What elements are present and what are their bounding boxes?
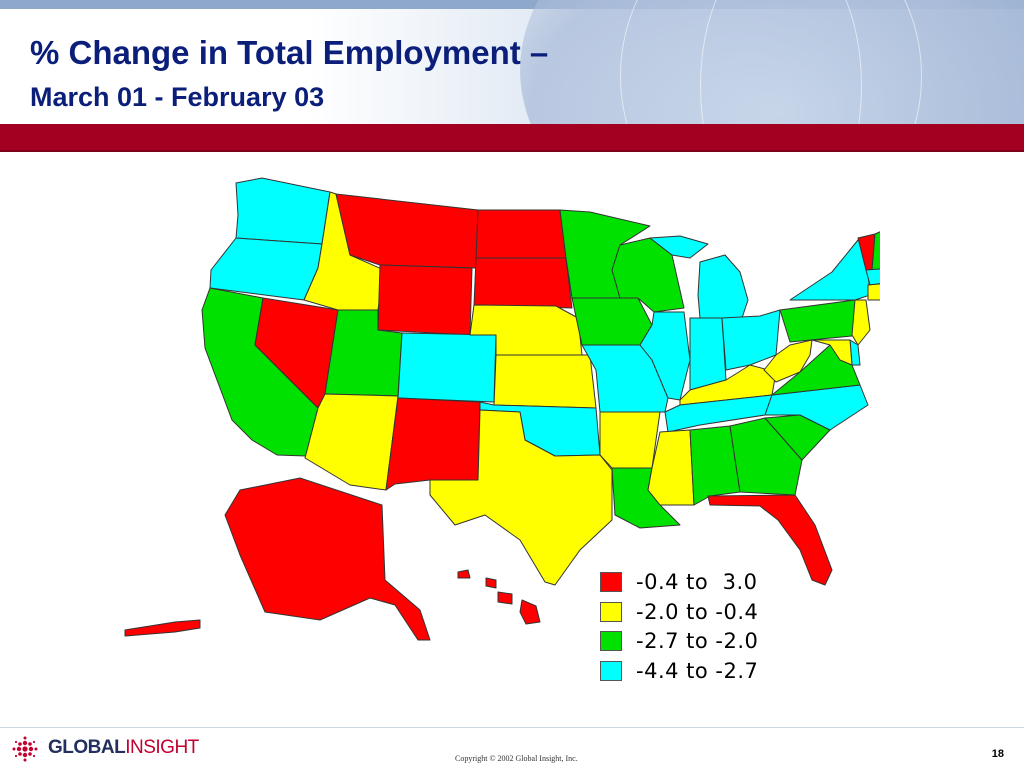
state-ny (789, 239, 871, 301)
state-sd (473, 257, 573, 309)
state-az (304, 393, 399, 491)
us-map (120, 172, 935, 642)
state-ga (729, 417, 803, 496)
header-accent-band (0, 124, 1024, 150)
global-insight-logo: GLOBALINSIGHT (8, 734, 228, 764)
legend-label: -4.4 to -2.7 (636, 658, 759, 683)
state-ct (867, 282, 891, 301)
state-ak-islands (124, 619, 201, 637)
legend-swatch (600, 660, 622, 681)
state-pa (779, 299, 863, 343)
state-wa (235, 177, 331, 245)
state-fl (707, 494, 833, 586)
state-in (689, 317, 727, 391)
state-hi-maui (497, 591, 513, 605)
state-wy (377, 264, 473, 336)
copyright-text: Copyright © 2002 Global Insight, Inc. (455, 754, 578, 763)
state-mi-upper (649, 235, 709, 259)
legend-swatch (600, 601, 622, 622)
state-nm (385, 397, 481, 491)
page-subtitle: March 01 - February 03 (30, 82, 325, 112)
state-hi-big (519, 599, 541, 625)
logo-text-thin: INSIGHT (125, 737, 199, 758)
state-md (811, 339, 853, 366)
state-co (397, 332, 497, 403)
legend-swatch (600, 631, 622, 651)
globe-meridian (700, 0, 862, 124)
legend-label: -2.7 to -2.0 (636, 629, 759, 653)
header-background: % Change in Total Employment – March 01 … (0, 0, 1024, 124)
page-number: 18 (991, 748, 1004, 760)
state-mi (697, 254, 749, 319)
footer-divider (0, 727, 1024, 728)
state-al (689, 425, 741, 506)
globe-meridian (620, 0, 922, 124)
state-ia (571, 297, 653, 346)
legend-swatch (600, 572, 622, 592)
legend-label: -0.4 to 3.0 (636, 570, 758, 594)
header-band-shadow (0, 150, 1024, 152)
logo-text-bold: GLOBAL (48, 737, 126, 758)
state-hi-kauai (457, 569, 471, 579)
state-wv (763, 339, 813, 383)
state-ar (599, 411, 661, 469)
state-ak (224, 477, 431, 641)
state-nd (475, 209, 567, 259)
globe-dots-icon (12, 736, 38, 762)
state-tx (429, 409, 613, 586)
logo-wordmark: GLOBALINSIGHT (48, 737, 199, 759)
state-nj (851, 299, 871, 346)
state-mt (335, 193, 479, 269)
state-ks (493, 354, 597, 409)
state-il (639, 311, 691, 401)
state-hi-oahu (485, 577, 497, 589)
header-top-strip (0, 0, 1024, 9)
legend-label: -2.0 to -0.4 (636, 599, 759, 624)
page-title: % Change in Total Employment – (30, 34, 549, 71)
